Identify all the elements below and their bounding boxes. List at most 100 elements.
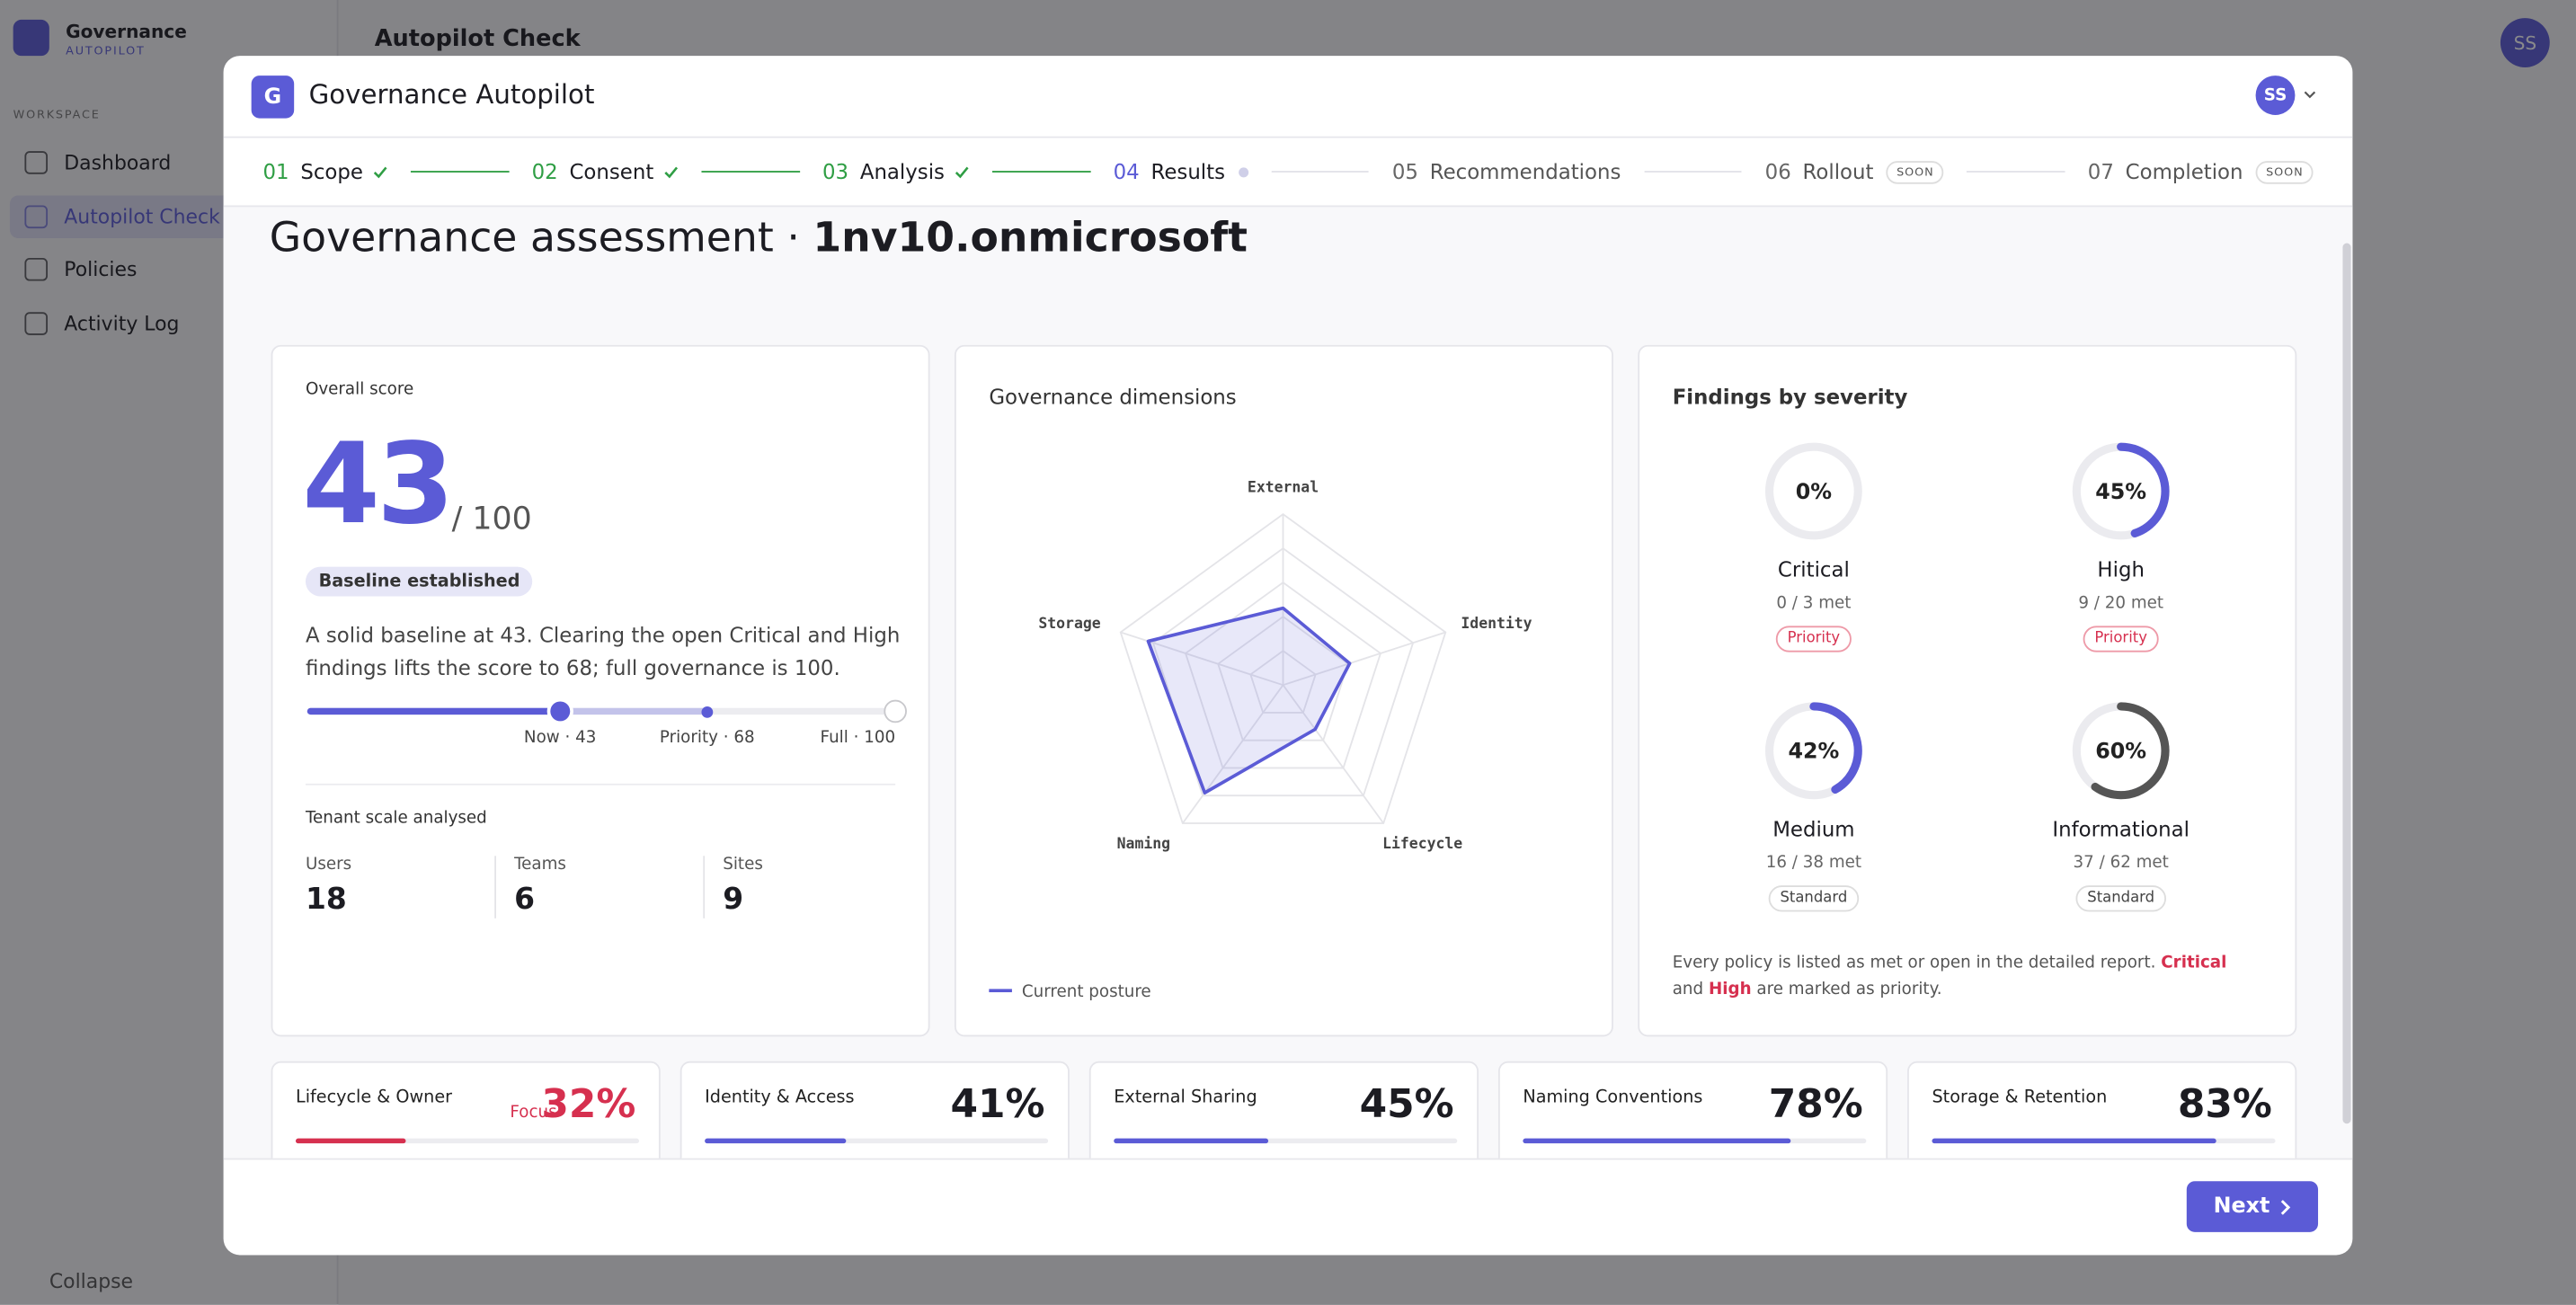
step-connector <box>410 170 510 173</box>
step-label: Recommendations <box>1429 159 1621 184</box>
legend-label: Current posture <box>1022 982 1151 1001</box>
donut: 0% <box>1764 442 1862 540</box>
dimension-name: Naming Conventions <box>1523 1088 1703 1107</box>
radar-axis-label: Identity <box>1461 615 1532 632</box>
step-number: 01 <box>262 159 289 184</box>
marker-label: Full · 100 <box>820 729 896 748</box>
dimension-count: 18 / 23 <box>1523 1159 1577 1160</box>
score-summary: A solid baseline at 43. Clearing the ope… <box>305 622 901 680</box>
check-icon <box>955 165 969 178</box>
dimension-card: Storage & Retention 83% 10 / 12 <box>1907 1061 2297 1159</box>
dimension-name: External Sharing <box>1114 1088 1257 1107</box>
step-badge: SOON <box>1887 160 1944 183</box>
dimension-track <box>296 1138 640 1144</box>
dimension-value: 32% <box>541 1080 636 1127</box>
avatar[interactable]: SS <box>2255 75 2296 115</box>
donut-arc <box>1764 702 1862 800</box>
step-number: 02 <box>531 159 558 184</box>
divider <box>223 136 2353 138</box>
check-icon <box>373 165 387 178</box>
severity-met: 0 / 3 met <box>1776 594 1852 613</box>
donut-track <box>1764 442 1862 540</box>
dimension-name: Identity & Access <box>705 1088 855 1107</box>
step: 06 Rollout SOON <box>1764 159 1944 184</box>
radar-spoke <box>1182 684 1284 824</box>
score-marker <box>883 698 907 723</box>
note-text: and <box>1672 981 1704 999</box>
radar-ring <box>1151 546 1415 797</box>
dimension-count: 9 / 20 <box>1114 1159 1159 1160</box>
step: 04 Results <box>1114 159 1248 184</box>
severity-tag: Standard <box>2075 885 2166 912</box>
note-emphasis: Critical <box>2161 954 2227 973</box>
step-label: Analysis <box>859 159 945 184</box>
step: 05 Recommendations <box>1392 159 1621 183</box>
donut-label: 60% <box>2095 739 2146 764</box>
radar-spoke <box>1283 631 1446 687</box>
avatar-chevron[interactable] <box>2304 91 2317 101</box>
radar-chart: External Identity Lifecycle Naming Storage Cu… <box>989 478 1532 1001</box>
score-card: Overall score 43/ 100 Baseline established… <box>271 344 930 1037</box>
dimension-value: 83% <box>2177 1080 2272 1127</box>
radar-card: Governance dimensions External Identity Lif… <box>954 344 1613 1037</box>
modal-title: Governance Autopilot <box>308 78 595 111</box>
severity-met: 16 / 38 met <box>1765 854 1862 873</box>
card-divider <box>305 783 896 786</box>
check-path <box>373 165 387 178</box>
scrollbar[interactable] <box>2342 243 2351 1124</box>
heading: Governance assessment · 1nv10.onmicrosof… <box>270 214 1248 262</box>
radar-ring <box>1217 616 1349 741</box>
stat-value: 6 <box>514 882 536 917</box>
stat-label: Teams <box>514 856 566 874</box>
dimension-bar <box>1114 1138 1269 1144</box>
tenant-title: Tenant scale analysed <box>305 810 487 829</box>
logo: G <box>251 75 295 119</box>
check-path <box>955 165 969 178</box>
radar-spoke <box>1282 684 1384 824</box>
severity-tag: Priority <box>2083 626 2159 652</box>
stat-value: 9 <box>723 882 744 917</box>
next-label[interactable]: Next <box>2213 1194 2270 1220</box>
severity-met: 37 / 62 met <box>2073 854 2169 873</box>
stat-value: 18 <box>305 882 347 917</box>
chart-title: Governance dimensions <box>989 384 1237 410</box>
step-connector <box>1271 171 1370 173</box>
donut-label: 0% <box>1796 479 1833 504</box>
dimension-bar <box>296 1138 406 1144</box>
dimension-count: 14 / 34 <box>705 1159 759 1160</box>
severity-tag: Standard <box>1768 885 1860 912</box>
donut-label: 45% <box>2095 479 2146 504</box>
radar-ring <box>1184 581 1382 769</box>
radar-axis-label: Lifecycle <box>1382 835 1462 852</box>
radar-axis-label: Naming <box>1117 835 1170 852</box>
step-label: Completion <box>2125 159 2243 184</box>
marker-label: Priority · 68 <box>659 729 755 748</box>
step: 07 Completion SOON <box>2088 159 2314 184</box>
step: 01 Scope <box>262 159 387 184</box>
step-number: 03 <box>822 159 849 184</box>
radar-axis-label: Storage <box>1038 615 1100 632</box>
check-path <box>664 165 678 178</box>
donut: 60% <box>2072 702 2170 800</box>
dimension-value: 45% <box>1359 1080 1454 1127</box>
stat-label: Users <box>305 856 352 874</box>
findings-note: Every policy is listed as met or open in… <box>1673 951 2248 1003</box>
stat-divider <box>494 856 496 919</box>
step-label: Results <box>1150 159 1226 184</box>
donut-label: 42% <box>1788 739 1839 764</box>
dimension-name: Storage & Retention <box>1932 1088 2108 1107</box>
note-emphasis: High <box>1708 981 1752 999</box>
next-chevron[interactable] <box>2279 1198 2291 1214</box>
dimension-value: 41% <box>950 1080 1045 1127</box>
radar-ring <box>1119 512 1447 824</box>
radar-area <box>1146 606 1352 795</box>
stat-divider <box>703 856 706 919</box>
step-connector <box>701 170 800 173</box>
donut-arc <box>2072 702 2170 800</box>
step-number: 06 <box>1764 159 1791 184</box>
donut: 45% <box>2072 442 2170 540</box>
next-button[interactable]: Next <box>2186 1181 2319 1232</box>
dimension-focus: Focus <box>510 1104 557 1123</box>
